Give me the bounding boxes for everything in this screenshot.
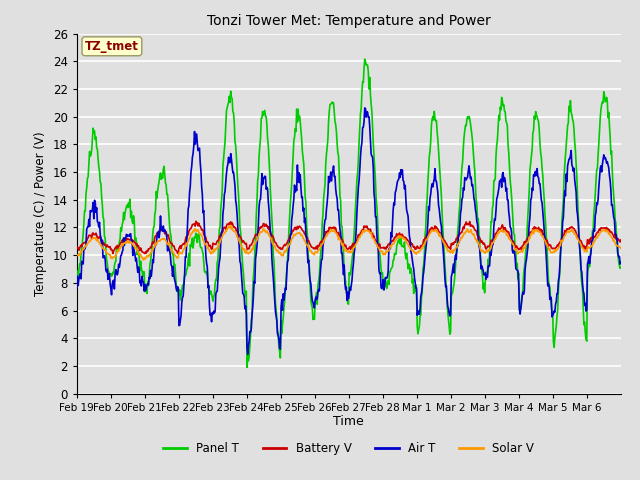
Title: Tonzi Tower Met: Temperature and Power: Tonzi Tower Met: Temperature and Power (207, 14, 491, 28)
Legend: Panel T, Battery V, Air T, Solar V: Panel T, Battery V, Air T, Solar V (159, 437, 539, 460)
X-axis label: Time: Time (333, 415, 364, 429)
Text: TZ_tmet: TZ_tmet (85, 40, 139, 53)
Y-axis label: Temperature (C) / Power (V): Temperature (C) / Power (V) (34, 132, 47, 296)
